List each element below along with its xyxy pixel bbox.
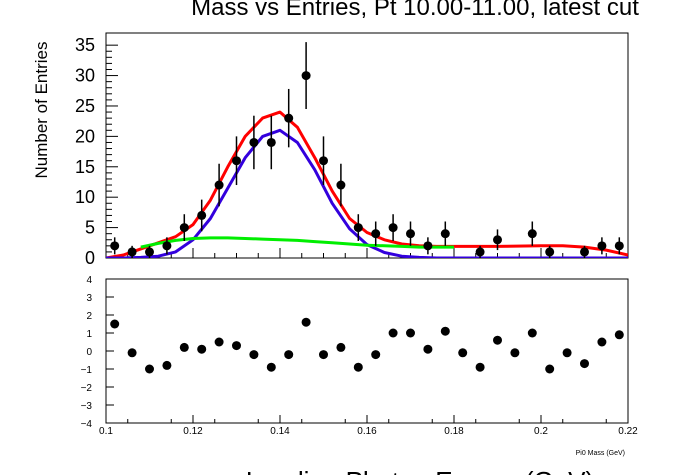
data-point (580, 247, 589, 257)
residual-plot: −4 −3 −2 −1 0 1 2 3 4 0.1 0.12 0.14 0.16 0.18 0.2 0.22 (81, 275, 639, 437)
residual-point (580, 359, 589, 369)
residual-point (319, 350, 328, 360)
y-tick-label: −4 (81, 419, 93, 430)
data-point (475, 247, 485, 257)
residual-point (562, 348, 572, 358)
data-point (197, 210, 207, 220)
total-fit-curve (106, 110, 628, 258)
data-point (301, 71, 311, 81)
chart-title: Mass vs Entries, Pt 10.00-11.00, latest … (191, 0, 639, 21)
x-tick-label: 0.14 (270, 426, 290, 437)
data-point (545, 247, 555, 257)
y-tick-label: 4 (86, 275, 92, 286)
y-tick-label: 2 (86, 311, 92, 322)
y-tick-label: 10 (75, 187, 95, 207)
residual-point (301, 317, 311, 327)
x-axis-label: Pi0 Mass (GeV) (576, 450, 625, 457)
x-tick-label: 0.2 (534, 426, 548, 437)
residual-point (371, 350, 381, 360)
data-point (353, 223, 363, 233)
residual-point (510, 348, 520, 358)
y-tick-label: 0 (86, 347, 92, 358)
y-tick-label: 30 (75, 66, 95, 86)
data-point (423, 241, 433, 251)
background-fit-curve (140, 236, 454, 249)
y-tick-label: 3 (86, 293, 92, 304)
data-point (284, 113, 294, 123)
residual-point (145, 364, 154, 374)
residual-point (493, 335, 502, 345)
top-plot: 0 5 10 15 20 25 30 35 (75, 35, 629, 268)
data-point (388, 223, 398, 233)
x-axis-caption: Leading Photon Energy (GeV) (246, 466, 594, 475)
residual-point (423, 344, 433, 354)
residual-point (458, 348, 468, 358)
data-point (249, 137, 259, 147)
data-point (406, 229, 415, 239)
residual-point (110, 319, 120, 329)
data-point (319, 156, 328, 166)
y-tick-label: 25 (75, 96, 95, 116)
residual-point (197, 344, 207, 354)
residual-point (545, 364, 555, 374)
data-point (127, 247, 137, 257)
x-tick-label: 0.18 (444, 426, 464, 437)
data-point (232, 156, 241, 166)
residual-point (597, 337, 607, 347)
data-point (162, 241, 172, 251)
data-point (614, 241, 624, 251)
data-point (493, 235, 502, 245)
residual-point (214, 337, 224, 347)
residual-point (475, 362, 485, 372)
residual-point (266, 362, 276, 372)
residual-point (353, 362, 363, 372)
data-point (110, 241, 120, 251)
y-tick-label: 15 (75, 157, 95, 177)
residual-point (614, 330, 624, 340)
y-tick-label: −2 (81, 383, 93, 394)
y-tick-label: 35 (75, 35, 95, 55)
data-point (214, 180, 224, 190)
residual-point (527, 328, 537, 338)
y-tick-label: 0 (85, 248, 95, 268)
y-tick-label: 20 (75, 126, 95, 146)
x-tick-label: 0.16 (357, 426, 377, 437)
x-tick-label: 0.12 (183, 426, 203, 437)
y-tick-label: −1 (81, 365, 93, 376)
residual-point (249, 350, 259, 360)
data-point (527, 229, 537, 239)
residual-point (127, 348, 137, 358)
residual-point (406, 328, 415, 338)
residual-point (162, 360, 172, 370)
residual-point (336, 342, 346, 352)
data-point (597, 241, 607, 251)
data-point (371, 229, 381, 239)
data-point (336, 180, 346, 190)
x-tick-label: 0.1 (99, 426, 113, 437)
x-tick-label: 0.22 (618, 426, 638, 437)
y-tick-label: 5 (85, 218, 95, 238)
residual-point (179, 342, 189, 352)
residual-point (284, 350, 294, 360)
y-tick-label: 1 (86, 329, 92, 340)
data-point (440, 229, 450, 239)
data-point (266, 137, 276, 147)
data-point (179, 223, 189, 233)
y-axis-label: Number of Entries (32, 42, 51, 179)
residual-point (440, 326, 450, 336)
y-tick-label: −3 (81, 401, 93, 412)
data-point (145, 247, 154, 257)
residual-point (232, 341, 241, 351)
residual-point (388, 328, 398, 338)
